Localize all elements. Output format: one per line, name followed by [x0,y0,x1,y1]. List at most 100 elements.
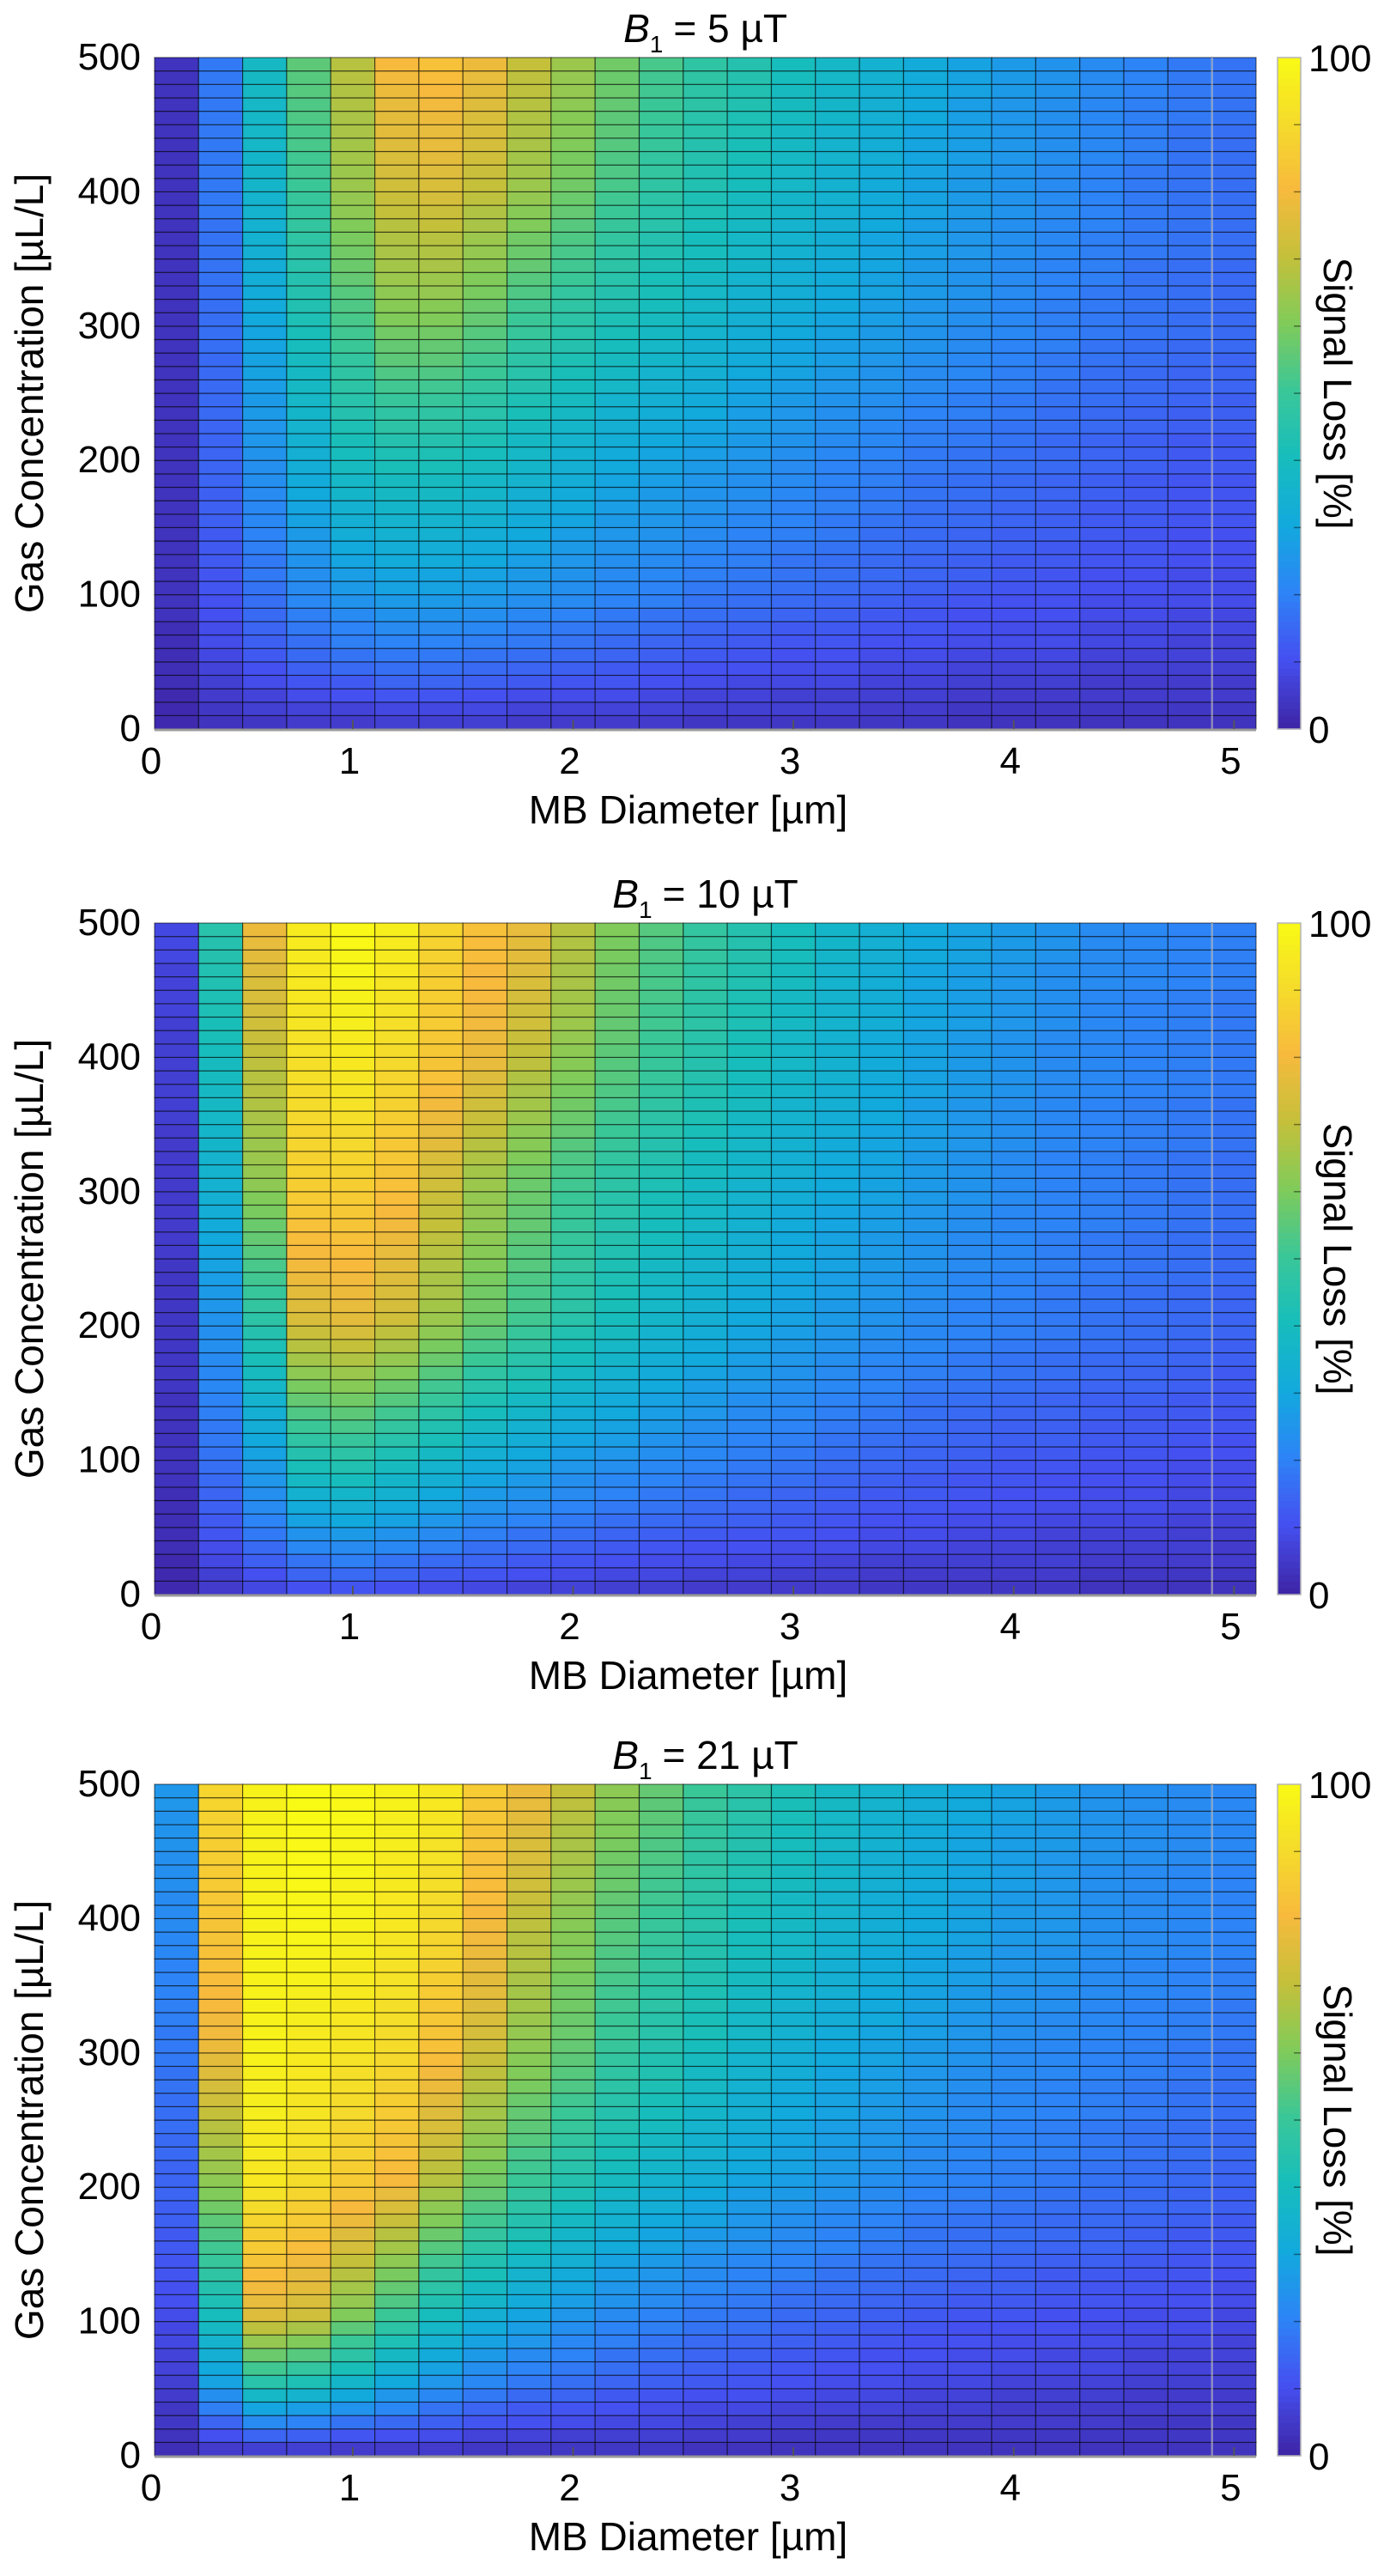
heatmap-cell [1167,191,1213,206]
heatmap-cell [902,2160,949,2175]
heatmap-cell [638,702,684,716]
heatmap-cell [902,446,949,461]
heatmap-cell [1035,1446,1081,1461]
heatmap-cell [506,714,552,730]
heatmap-cell [374,2025,420,2040]
heatmap-cell [1079,1998,1125,2014]
heatmap-cell [1079,1097,1125,1112]
heatmap-cell [506,110,552,125]
heatmap-cell [550,352,596,368]
heatmap-cell [859,486,905,501]
heatmap-cell [683,459,728,475]
heatmap-cell [1035,1258,1081,1273]
heatmap-cell [330,459,376,475]
heatmap-cell [594,1553,640,1569]
heatmap-cell [638,57,684,72]
heatmap-cell [374,1985,420,2000]
heatmap-cell [418,1527,464,1542]
heatmap-cell [418,2441,464,2457]
heatmap-cell [594,1016,640,1031]
heatmap-cell [594,1298,640,1314]
colorbar-segment [1278,2240,1301,2249]
heatmap-cell [1211,526,1257,542]
heatmap-cell [1035,526,1081,542]
heatmap-cell [550,2119,596,2135]
heatmap-cell [1123,2281,1169,2295]
heatmap-cell [462,1110,508,1126]
heatmap-cell [683,500,728,515]
heatmap-cell [638,688,684,703]
heatmap-cell [462,702,508,716]
heatmap-cell [197,1043,244,1059]
heatmap-cell [726,1339,773,1354]
heatmap-cell [770,2401,816,2416]
heatmap-cell [683,1958,728,1973]
heatmap-cell [859,2025,905,2040]
colorbar-segment [1278,366,1301,374]
heatmap-cell [154,634,199,649]
heatmap-cell [462,1285,508,1300]
heatmap-cell [859,1459,905,1474]
heatmap-cell [638,97,684,112]
colorbar-segment [1278,1547,1301,1555]
heatmap-cell [991,674,1036,690]
colorbar-segment [1278,70,1301,79]
heatmap-cell [418,1285,464,1300]
heatmap-cell [242,2348,288,2363]
heatmap-cell [594,97,640,112]
heatmap-cell [550,936,596,951]
heatmap-cell [330,1567,376,1582]
colorbar-segment [1278,325,1301,334]
heatmap-cell [726,567,773,582]
heatmap-cell [815,1177,860,1193]
heatmap-cell [594,1177,640,1193]
heatmap-cell [1167,2360,1213,2376]
heatmap-cell [286,137,331,153]
heatmap-cell [947,1392,992,1407]
heatmap-cell [462,1499,508,1515]
heatmap-cell [991,567,1036,582]
heatmap-cell [683,688,728,703]
heatmap-cell [815,922,860,938]
heatmap-cell [1123,1339,1169,1354]
heatmap-cell [462,57,508,72]
heatmap-cell [902,164,949,179]
heatmap-cell [947,2307,992,2323]
heatmap-cell [1167,1231,1213,1246]
heatmap-cell [991,1527,1036,1542]
heatmap-cell [506,2281,552,2295]
x-tick-label: 3 [780,740,800,782]
heatmap-cell [197,1325,244,1340]
heatmap-cell [638,513,684,529]
heatmap-cell [638,2415,684,2430]
heatmap-cell [374,2415,420,2430]
colorbar-segment [1278,2314,1301,2323]
heatmap-cell [550,1084,596,1098]
heatmap-cell [815,1285,860,1300]
heatmap-cell [418,1824,464,1839]
heatmap-cell [815,975,860,991]
heatmap-cell [902,1003,949,1018]
heatmap-cell [1035,607,1081,623]
heatmap-cell [197,1459,244,1474]
heatmap-cell [991,1945,1036,1959]
heatmap-cell [506,2253,552,2269]
heatmap-cell [506,1540,552,1555]
heatmap-cell [770,2281,816,2295]
heatmap-cell [947,2105,992,2121]
heatmap-cell [947,1352,992,1367]
heatmap-cell [859,2172,905,2188]
heatmap-cell [197,1056,244,1072]
colorbar-segment [1278,1898,1301,1906]
heatmap-cell [418,1864,464,1880]
heatmap-cell [1079,1084,1125,1098]
heatmap-cell [1123,1003,1169,1018]
heatmap-cell [418,1258,464,1273]
colorbar-segment [1278,252,1301,260]
heatmap-cell [594,1905,640,1920]
heatmap-cell [726,580,773,596]
colorbar-segment [1278,453,1301,461]
heatmap-cell [418,2186,464,2202]
heatmap-cell [859,473,905,489]
heatmap-cell [726,271,773,287]
